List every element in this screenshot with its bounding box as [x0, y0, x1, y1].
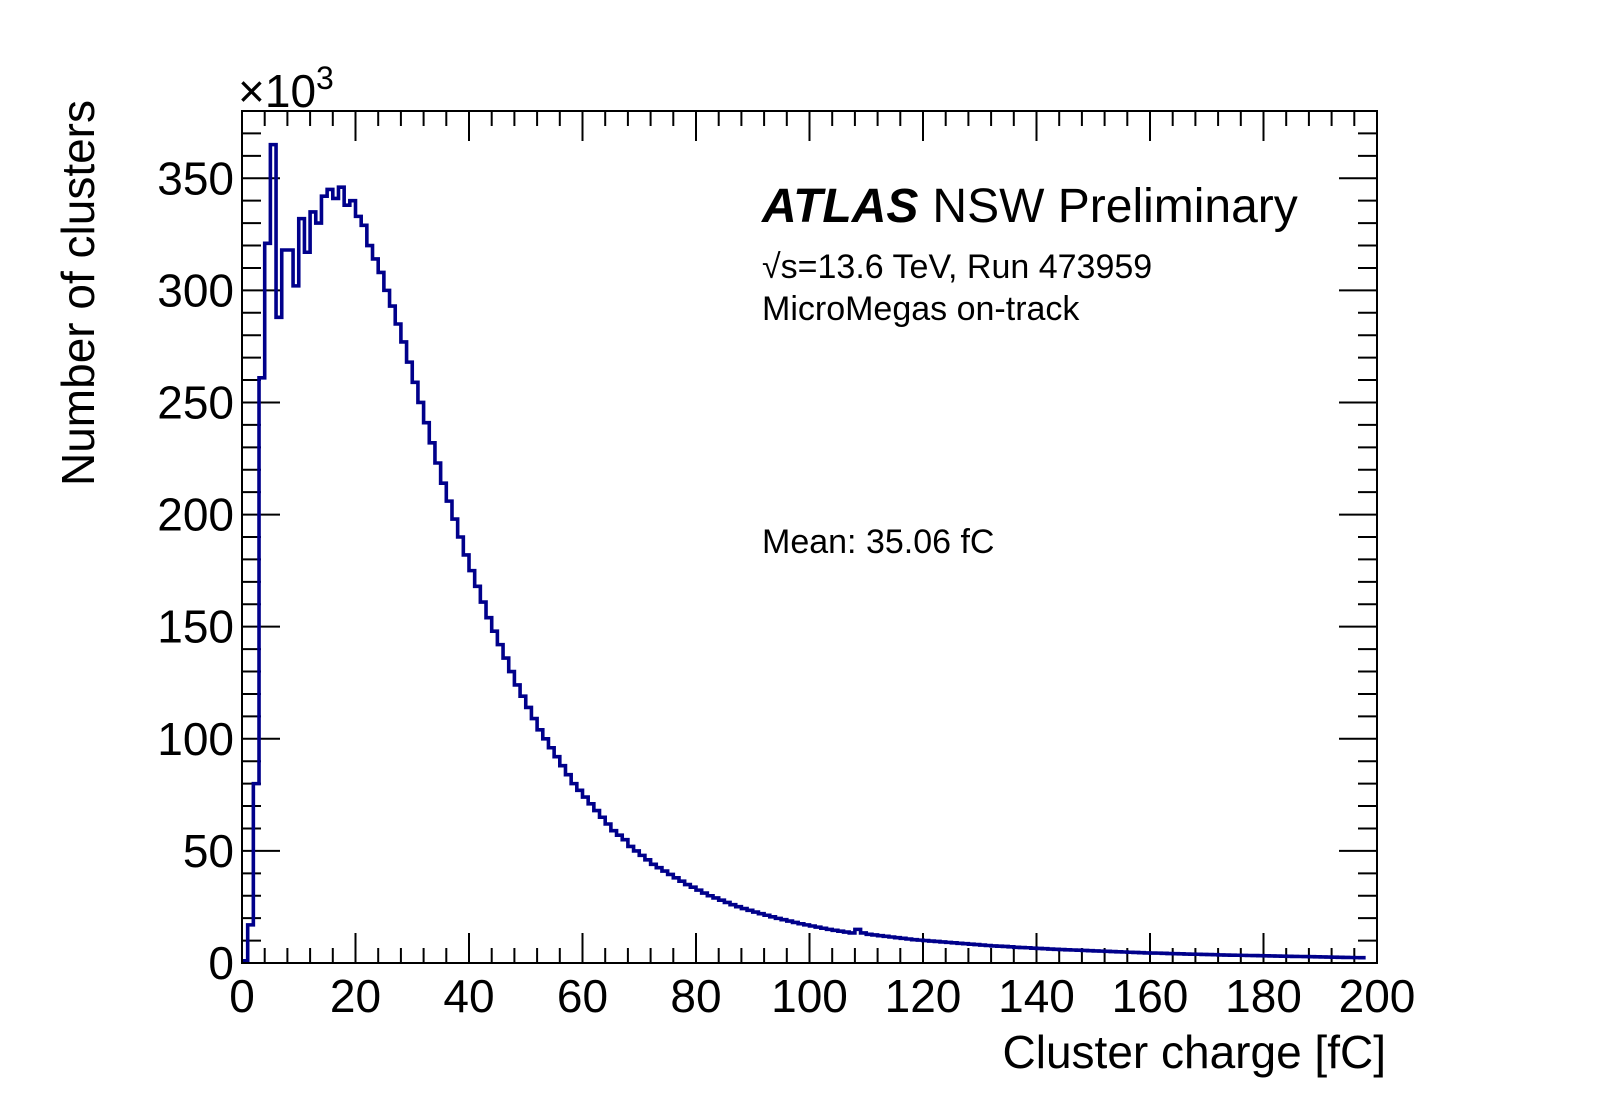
- y-tick-label: 300: [157, 264, 234, 316]
- y-scale-multiplier: ×103: [238, 60, 334, 117]
- y-tick-label: 350: [157, 152, 234, 204]
- histogram-series: [242, 142, 1366, 963]
- y-axis-title: Number of clusters: [52, 100, 104, 486]
- x-tick-label: 60: [557, 970, 608, 1022]
- x-tick-label: 160: [1112, 970, 1189, 1022]
- x-tick-label: 40: [443, 970, 494, 1022]
- y-tick-label: 200: [157, 489, 234, 541]
- energy-run-label: √s=13.6 TeV, Run 473959: [762, 248, 1152, 286]
- plot-frame: [241, 110, 1378, 964]
- y-tick-label: 0: [208, 937, 234, 989]
- atlas-label: ATLAS NSW Preliminary: [761, 180, 1298, 233]
- y-tick-labels: 0 50 100 150 200 250 300 350: [157, 152, 234, 989]
- y-tick-label: 50: [183, 825, 234, 877]
- x-tick-labels: 0 20 40 60 80 100 120 140 160 180 200: [229, 970, 1415, 1022]
- x-axis-title: Cluster charge [fC]: [1003, 1026, 1386, 1078]
- x-tick-label: 140: [998, 970, 1075, 1022]
- x-tick-label: 0: [229, 970, 255, 1022]
- y-tick-label: 250: [157, 376, 234, 428]
- x-tick-label: 20: [330, 970, 381, 1022]
- x-tick-label: 180: [1225, 970, 1302, 1022]
- mean-label: Mean: 35.06 fC: [762, 523, 994, 561]
- x-tick-label: 100: [771, 970, 848, 1022]
- y-tick-label: 150: [157, 601, 234, 653]
- x-tick-label: 80: [670, 970, 721, 1022]
- x-tick-label: 120: [885, 970, 962, 1022]
- selection-label: MicroMegas on-track: [762, 290, 1080, 328]
- y-tick-label: 100: [157, 713, 234, 765]
- x-tick-label: 200: [1339, 970, 1416, 1022]
